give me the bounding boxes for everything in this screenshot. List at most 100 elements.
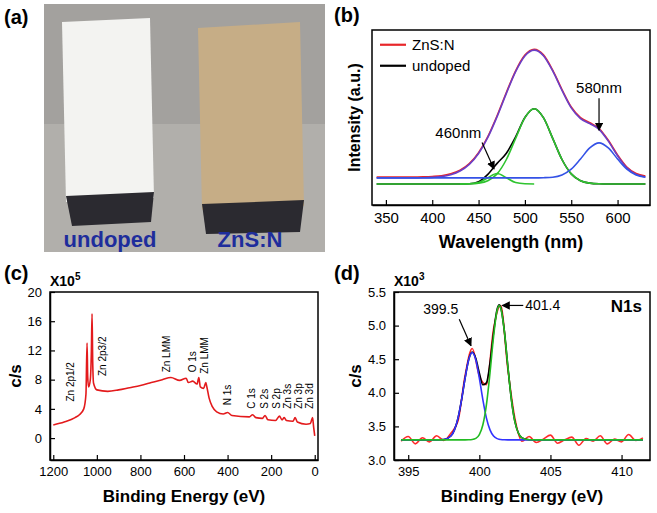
series-line (377, 109, 646, 184)
y-tick-label: 5.0 (368, 318, 386, 333)
sample-label: ZnS:N (218, 227, 283, 252)
y-tick-label: 5.5 (368, 285, 386, 300)
peak-label: N 1s (222, 385, 233, 406)
series-line (377, 109, 646, 184)
annotation-arrow (459, 319, 471, 345)
y-tick-label: 12 (28, 343, 42, 358)
panel-letter: (c) (4, 262, 28, 284)
x-tick-label: 400 (469, 464, 491, 479)
y-tick-mark (394, 460, 399, 461)
x-tick-label: 500 (513, 209, 538, 226)
x-tick: 450 (467, 200, 492, 226)
figure-root: (a)undopedZnS:N(b)350400450500550600Wave… (0, 0, 657, 513)
panel-letter: (b) (334, 4, 360, 26)
x-tick-mark (432, 200, 433, 205)
y-tick: 3.5 (368, 419, 399, 434)
y-tick-label: 4.0 (368, 385, 386, 400)
peak-label: O 1s (187, 351, 198, 372)
series-line (377, 49, 646, 177)
chart-panel: (d)3954004054103.03.54.04.55.05.5Binding… (334, 262, 651, 506)
x-tick-label: 600 (606, 209, 631, 226)
y-tick-mark (50, 409, 55, 410)
plot-lines (377, 49, 646, 184)
y-tick-mark (50, 380, 55, 381)
axis-multiplier: X105 (50, 271, 81, 289)
axis-multiplier-base: X10 (394, 273, 419, 289)
y-axis-title: c/s (346, 364, 365, 388)
x-axis: 395 400 405 410 (395, 455, 651, 479)
series-line (401, 305, 643, 445)
sample-label: undoped (64, 227, 157, 252)
chart-title: N1s (611, 297, 642, 316)
annotation: 580nm (576, 79, 622, 96)
annotation: 401.4 (525, 297, 560, 313)
y-tick: 0 (35, 431, 55, 446)
peak-label: Zn LMM (161, 336, 172, 373)
axis-multiplier: X103 (394, 271, 425, 289)
x-axis: 350400450500550600 (373, 200, 651, 226)
panel-letter: (a) (4, 6, 28, 28)
x-tick-label: 600 (174, 464, 196, 479)
y-tick-mark (394, 359, 399, 360)
x-tick-mark (184, 455, 185, 460)
axis-multiplier-exponent: 3 (419, 271, 425, 282)
y-axis-title: Intensity (a.u.) (346, 63, 363, 171)
x-tick: 400 (217, 455, 239, 479)
x-axis-title: Binding Energy (eV) (103, 487, 265, 506)
x-tick-mark (571, 200, 572, 205)
x-axis-line (395, 460, 651, 462)
x-tick-label: 400 (217, 464, 239, 479)
plot-lines (401, 305, 643, 445)
x-tick-label: 0 (312, 464, 319, 479)
x-tick-mark (386, 200, 387, 205)
series-line (460, 174, 534, 185)
y-axis-line (394, 293, 396, 461)
y-tick: 16 (28, 314, 55, 329)
doped-sample (198, 22, 304, 210)
peak-label: Zn 2p1/2 (65, 362, 76, 402)
y-tick-label: 16 (28, 314, 42, 329)
series-line (53, 314, 314, 436)
plot-frame (394, 292, 650, 460)
x-tick-label: 350 (374, 209, 399, 226)
x-tick: 405 (540, 455, 562, 479)
y-tick-label: 4 (35, 402, 42, 417)
y-tick: 4.5 (368, 352, 399, 367)
axis-multiplier-base: X10 (50, 273, 75, 289)
x-tick-label: 410 (611, 464, 633, 479)
x-tick-mark (140, 455, 141, 460)
y-tick-mark (394, 292, 399, 293)
x-tick-mark (617, 200, 618, 205)
x-tick: 200 (261, 455, 283, 479)
y-tick-label: 3.0 (368, 453, 386, 468)
x-tick-mark (621, 455, 622, 460)
series-line (401, 305, 643, 440)
x-tick: 400 (420, 200, 445, 226)
annotation-arrow (598, 98, 599, 130)
y-tick-mark (50, 292, 55, 293)
x-tick: 1000 (83, 455, 112, 479)
x-tick-mark (525, 200, 526, 205)
x-tick-mark (315, 455, 316, 460)
peak-label: Zn 3s (282, 384, 293, 409)
x-tick-label: 395 (398, 464, 420, 479)
x-tick-mark (271, 455, 272, 460)
x-tick: 350 (374, 200, 399, 226)
series-line (401, 305, 643, 439)
plot-frame (50, 292, 318, 460)
x-tick-label: 405 (540, 464, 562, 479)
y-axis-line (50, 293, 52, 461)
y-tick: 5.0 (368, 318, 399, 333)
x-tick-mark (408, 455, 409, 460)
x-tick: 1200 (39, 455, 68, 479)
x-tick: 600 (606, 200, 631, 226)
chart-panel: (c)120010008006004002000048121620Binding… (4, 262, 319, 506)
undoped-sample (62, 18, 154, 202)
x-tick: 410 (611, 455, 633, 479)
figure: (a)undopedZnS:N(b)350400450500550600Wave… (0, 0, 657, 513)
x-tick: 800 (130, 455, 152, 479)
legend-swatch (380, 44, 406, 46)
y-tick-mark (50, 438, 55, 439)
x-axis-line (373, 205, 651, 207)
series-line (377, 143, 646, 178)
